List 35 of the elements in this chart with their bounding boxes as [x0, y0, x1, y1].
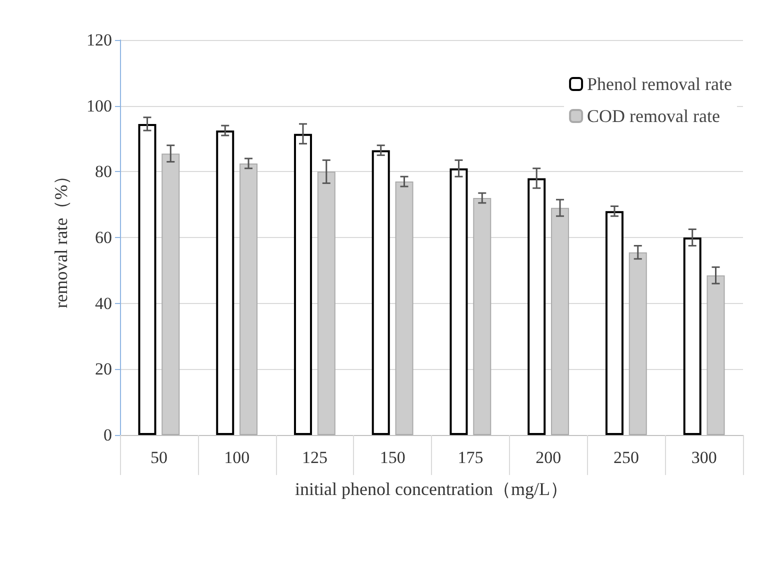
- x-tick-label: 100: [224, 448, 250, 467]
- y-tick-label: 0: [104, 426, 112, 444]
- bar: [294, 134, 312, 435]
- y-axis-title: removal rate（%）: [51, 166, 71, 308]
- bar: [450, 168, 468, 435]
- x-tick-label: 50: [150, 448, 168, 467]
- bar: [551, 208, 570, 435]
- x-tick-label: 300: [691, 448, 717, 467]
- bar: [240, 163, 258, 435]
- bar: [473, 198, 492, 435]
- y-tick-label: 120: [86, 30, 112, 50]
- x-tick-label: 250: [613, 448, 639, 467]
- bar: [628, 252, 647, 435]
- bar: [372, 150, 390, 435]
- bar: [317, 172, 336, 435]
- y-tick-label: 80: [95, 162, 112, 182]
- x-tick-label: 200: [536, 448, 562, 467]
- x-tick-label: 175: [458, 448, 484, 467]
- x-axis-title: initial phenol concentration（mg/L）: [295, 479, 568, 499]
- legend-label: COD removal rate: [587, 106, 720, 126]
- legend-label: Phenol removal rate: [587, 74, 732, 94]
- y-tick-label: 40: [95, 294, 112, 313]
- y-tick-label: 60: [95, 228, 112, 247]
- bar: [395, 182, 414, 435]
- x-tick-label: 150: [380, 448, 406, 467]
- x-tick-label: 125: [302, 448, 328, 467]
- bar: [138, 124, 156, 435]
- bar: [528, 178, 546, 435]
- bar: [683, 238, 702, 435]
- y-tick-label: 20: [95, 360, 112, 379]
- bar: [162, 154, 180, 435]
- y-tick-label: 100: [86, 96, 112, 116]
- bar: [706, 275, 725, 435]
- bar: [216, 130, 234, 435]
- bar: [605, 211, 624, 435]
